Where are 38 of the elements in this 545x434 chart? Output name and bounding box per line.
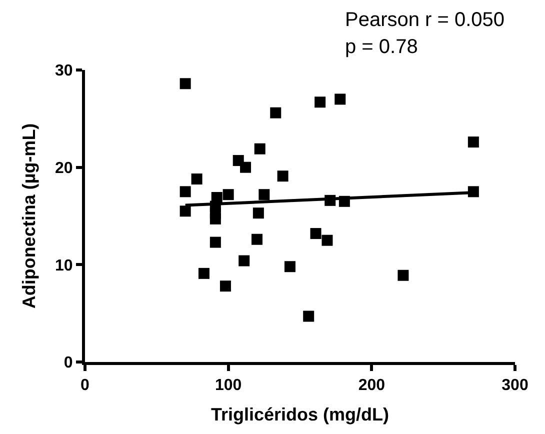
point [258, 189, 270, 200]
point [252, 208, 264, 219]
y-tick-label: 0 [64, 354, 73, 372]
point [180, 206, 191, 217]
point [198, 268, 210, 279]
point [468, 186, 479, 198]
text: p = 0.78 [345, 36, 418, 58]
point [468, 136, 479, 148]
point [222, 189, 234, 200]
point [334, 94, 346, 105]
y-tick-label: 20 [55, 160, 73, 177]
point [270, 107, 282, 118]
point [322, 234, 333, 246]
text: Pearson r = 0.050 [345, 9, 505, 31]
point [314, 96, 326, 108]
point [220, 280, 231, 292]
y-tick-label: 30 [55, 62, 73, 80]
x-tick-label: 200 [358, 377, 386, 394]
point [284, 261, 296, 272]
point [210, 213, 221, 224]
point [254, 143, 266, 154]
point [398, 270, 409, 281]
x-tick-label: 0 [80, 377, 90, 394]
point [252, 234, 262, 245]
point [303, 310, 314, 322]
x-tick-label: 100 [214, 377, 242, 394]
point [180, 186, 191, 198]
point [240, 162, 252, 173]
point [180, 78, 191, 90]
y-tick-label: 10 [55, 257, 73, 274]
x-tick-label: 300 [502, 377, 528, 394]
point [277, 170, 288, 182]
point [191, 174, 202, 185]
point [238, 255, 250, 266]
point [210, 236, 221, 248]
y-axis-title: Adiponectina (µg-mL) [19, 123, 40, 309]
point [310, 228, 322, 240]
x-axis-title: Triglicéridos (mg/dL) [210, 404, 390, 424]
